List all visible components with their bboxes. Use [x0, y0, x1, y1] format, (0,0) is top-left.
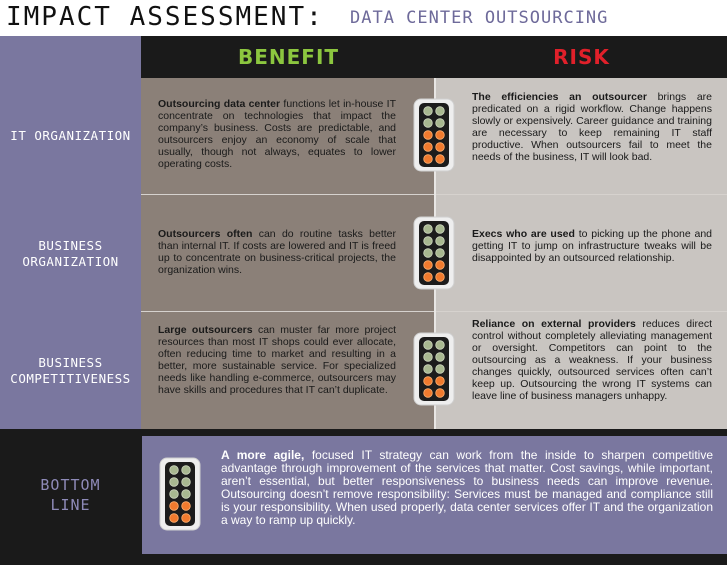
lamp-unlit	[435, 236, 445, 246]
benefit-body: functions let in-house IT concentrate on…	[158, 98, 396, 170]
lamp-lit	[435, 272, 445, 282]
risk-body: to picking up the phone and getting IT t…	[472, 228, 713, 264]
benefit-cell-business-organization	[141, 195, 434, 311]
lamp-lit	[423, 260, 433, 270]
benefit-header: BENEFIT	[237, 45, 340, 69]
risk-body: reduces direct control without completel…	[472, 318, 712, 402]
bottom-line-panel	[142, 436, 727, 554]
traffic-light-icon	[413, 98, 455, 172]
traffic-light-svg	[159, 457, 201, 531]
lamp-unlit	[435, 364, 445, 374]
lamp-unlit	[181, 489, 191, 499]
traffic-light-svg	[413, 332, 455, 406]
benefit-body: can muster far more project resources th…	[158, 324, 397, 396]
risk-text-it-organization: The efficiencies an outsourcer brings ar…	[472, 91, 712, 163]
lamp-unlit	[169, 477, 179, 487]
lamp-lit	[435, 376, 445, 386]
lamp-lit	[435, 260, 445, 270]
column-header-bar	[141, 36, 727, 78]
lamp-lit	[435, 142, 445, 152]
lamp-unlit	[423, 364, 433, 374]
lamp-unlit	[181, 477, 191, 487]
lamp-lit	[423, 142, 433, 152]
lamp-unlit	[435, 106, 445, 116]
benefit-cell-it-organization	[141, 78, 434, 194]
page-subtitle: DATA CENTER OUTSOURCING	[350, 8, 609, 28]
lamp-unlit	[423, 236, 433, 246]
bottom-line-text: A more agile, focused IT strategy can wo…	[221, 449, 713, 527]
risk-lead: Execs who are used	[472, 228, 575, 240]
traffic-light-icon	[413, 216, 455, 290]
benefit-body: can do routine tasks better than interna…	[158, 228, 397, 276]
benefit-cell-business-competitiveness	[141, 312, 434, 429]
row-label-it-organization: IT ORGANIZATION	[10, 128, 131, 143]
lamp-lit	[181, 501, 191, 511]
lamp-lit	[169, 501, 179, 511]
traffic-light-svg	[413, 216, 455, 290]
lamp-unlit	[423, 340, 433, 350]
risk-cell-business-competitiveness	[436, 312, 727, 429]
lamp-unlit	[435, 352, 445, 362]
title-bar: IMPACT ASSESSMENT: DATA CENTER OUTSOURCI…	[0, 0, 727, 36]
lamp-unlit	[435, 118, 445, 128]
row-label-business-organization: BUSINESS ORGANIZATION	[22, 238, 119, 269]
risk-lead: Reliance on external providers	[472, 318, 636, 330]
risk-body: brings are predicated on a rigid workflo…	[472, 91, 712, 163]
benefit-text-business-organization: Outsourcers often can do routine tasks b…	[158, 228, 396, 276]
lamp-lit	[423, 130, 433, 140]
benefit-lead: Outsourcers often	[158, 228, 253, 240]
benefit-lead: Large outsourcers	[158, 324, 253, 336]
risk-lead: The efficiencies an outsourcer	[472, 91, 647, 103]
lamp-unlit	[435, 224, 445, 234]
page-title: IMPACT ASSESSMENT:	[6, 2, 324, 32]
bottom-line-lead: A more agile,	[221, 448, 305, 462]
lamp-lit	[169, 513, 179, 523]
lamp-unlit	[423, 106, 433, 116]
lamp-lit	[435, 130, 445, 140]
lamp-lit	[423, 388, 433, 398]
lamp-unlit	[169, 489, 179, 499]
lamp-unlit	[435, 248, 445, 258]
lamp-lit	[423, 376, 433, 386]
row-label-column	[0, 36, 141, 429]
lamp-lit	[181, 513, 191, 523]
lamp-unlit	[423, 118, 433, 128]
risk-cell-business-organization	[436, 195, 727, 311]
risk-header: RISK	[553, 45, 610, 69]
benefit-lead: Outsourcing data center	[158, 98, 281, 110]
lamp-unlit	[423, 352, 433, 362]
traffic-light-svg	[413, 98, 455, 172]
bottom-line-label: BOTTOM LINE	[40, 476, 101, 514]
lamp-unlit	[169, 465, 179, 475]
lamp-lit	[435, 388, 445, 398]
risk-text-business-competitiveness: Reliance on external providers reduces d…	[472, 318, 712, 402]
risk-cell-it-organization	[436, 78, 727, 194]
lamp-unlit	[423, 224, 433, 234]
lamp-lit	[423, 154, 433, 164]
bottom-line-body: focused IT strategy can work from the in…	[221, 448, 713, 527]
lamp-unlit	[181, 465, 191, 475]
lamp-unlit	[423, 248, 433, 258]
benefit-text-it-organization: Outsourcing data center functions let in…	[158, 98, 396, 170]
benefit-text-business-competitiveness: Large outsourcers can muster far more pr…	[158, 324, 396, 396]
traffic-light-icon	[413, 332, 455, 406]
risk-text-business-organization: Execs who are used to picking up the pho…	[472, 228, 712, 264]
row-label-business-competitiveness: BUSINESS COMPETITIVENESS	[10, 355, 131, 386]
lamp-lit	[423, 272, 433, 282]
lamp-lit	[435, 154, 445, 164]
traffic-light-icon	[159, 457, 201, 531]
lamp-unlit	[435, 340, 445, 350]
